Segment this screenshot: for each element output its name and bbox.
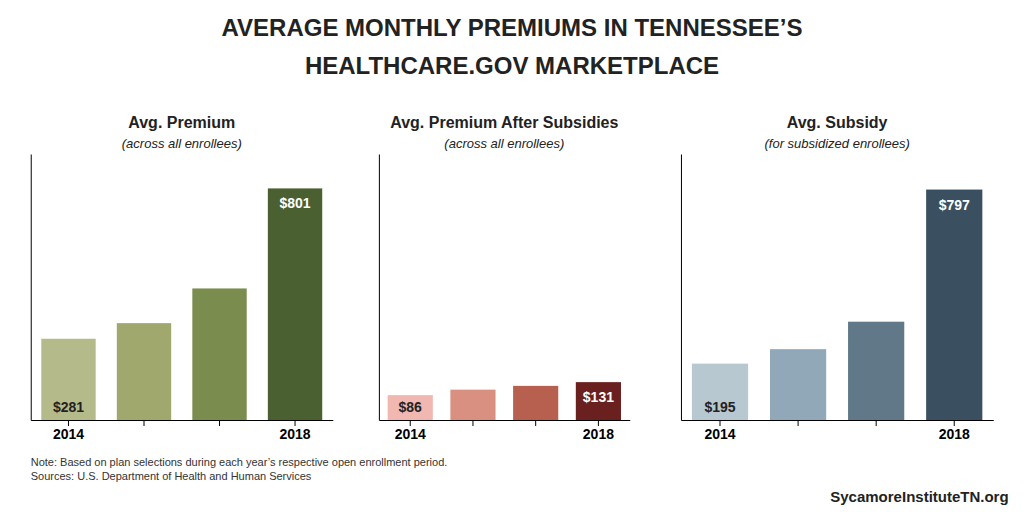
bar — [926, 190, 982, 420]
tick-mark — [144, 420, 145, 426]
title-line: AVERAGE MONTHLY PREMIUMS IN TENNESSEE’S — [222, 14, 803, 41]
x-axis: 2014 2018 — [379, 420, 630, 442]
tick — [876, 420, 877, 426]
tick: 2014 — [53, 420, 84, 442]
title-line: HEALTHCARE.GOV MARKETPLACE — [305, 52, 719, 79]
bar — [848, 322, 904, 420]
tick-mark — [219, 420, 220, 426]
tick — [798, 420, 799, 426]
tick: 2018 — [939, 420, 970, 442]
y-axis — [379, 155, 380, 421]
bar — [268, 188, 322, 420]
data-labels: $195 $797 — [704, 197, 970, 415]
tick-label: 2014 — [704, 426, 735, 442]
watermark: SycamoreInstituteTN.org — [830, 488, 1008, 505]
bar — [692, 364, 748, 420]
x-axis: 2014 2018 — [31, 420, 333, 442]
tick — [472, 420, 473, 426]
data-labels: $86 $131 — [399, 389, 615, 415]
note: Note: Based on plan selections during ea… — [31, 456, 448, 482]
data-label: $797 — [939, 197, 970, 213]
panel: Avg. Premium(across all enrollees)201420… — [31, 114, 333, 442]
tick — [535, 420, 536, 426]
note-line: Note: Based on plan selections during ea… — [31, 456, 448, 468]
axis-line — [31, 420, 333, 421]
panel-subtitle: (across all enrollees) — [122, 136, 242, 151]
y-axis — [31, 155, 32, 421]
data-label: $801 — [279, 195, 310, 211]
bars — [692, 190, 982, 420]
axis-line — [379, 155, 380, 421]
x-axis: 2014 2018 — [681, 420, 993, 442]
tick: 2018 — [583, 420, 614, 442]
y-axis — [681, 155, 682, 421]
panel-title: Avg. Premium — [128, 114, 235, 131]
panel-title: Avg. Subsidy — [787, 114, 888, 131]
panel-subtitle: (across all enrollees) — [444, 136, 564, 151]
bars — [41, 188, 322, 420]
tick-label: 2014 — [395, 426, 426, 442]
data-labels: $281 $801 — [53, 195, 311, 415]
panel-title: Avg. Premium After Subsidies — [390, 114, 618, 131]
axis-line — [379, 420, 630, 421]
panel-subtitle: (for subsidized enrollees) — [765, 136, 910, 151]
data-label: $195 — [704, 399, 735, 415]
axis-line — [681, 420, 993, 421]
data-label: $131 — [583, 389, 614, 405]
tick: 2018 — [279, 420, 310, 442]
axis-line — [681, 155, 682, 421]
tick-mark — [472, 420, 473, 426]
data-label: $281 — [53, 399, 84, 415]
tick-label: 2018 — [279, 426, 310, 442]
bar — [388, 395, 433, 420]
tick-label: 2018 — [583, 426, 614, 442]
tick-mark — [876, 420, 877, 426]
bar — [513, 386, 558, 420]
bar — [41, 339, 95, 420]
bars — [388, 382, 621, 420]
title: AVERAGE MONTHLY PREMIUMS IN TENNESSEE’S H… — [222, 14, 803, 79]
bar — [576, 382, 621, 420]
tick — [144, 420, 145, 426]
bar — [192, 288, 246, 420]
tick-label: 2014 — [53, 426, 84, 442]
axis-line — [31, 155, 32, 421]
chart: AVERAGE MONTHLY PREMIUMS IN TENNESSEE’S H… — [0, 0, 1024, 512]
bar — [770, 349, 826, 420]
tick-mark — [535, 420, 536, 426]
tick: 2014 — [395, 420, 426, 442]
data-label: $86 — [399, 399, 423, 415]
panel: Avg. Subsidy (for subsidized enrollees) 20… — [681, 114, 993, 442]
tick: 2014 — [704, 420, 735, 442]
tick-mark — [798, 420, 799, 426]
note-line: Sources: U.S. Department of Health and H… — [31, 470, 312, 482]
panel: Avg. Premium After Subsidies (across all … — [379, 114, 630, 442]
bar — [450, 390, 495, 420]
tick-label: 2018 — [939, 426, 970, 442]
tick — [219, 420, 220, 426]
bar — [117, 323, 171, 420]
